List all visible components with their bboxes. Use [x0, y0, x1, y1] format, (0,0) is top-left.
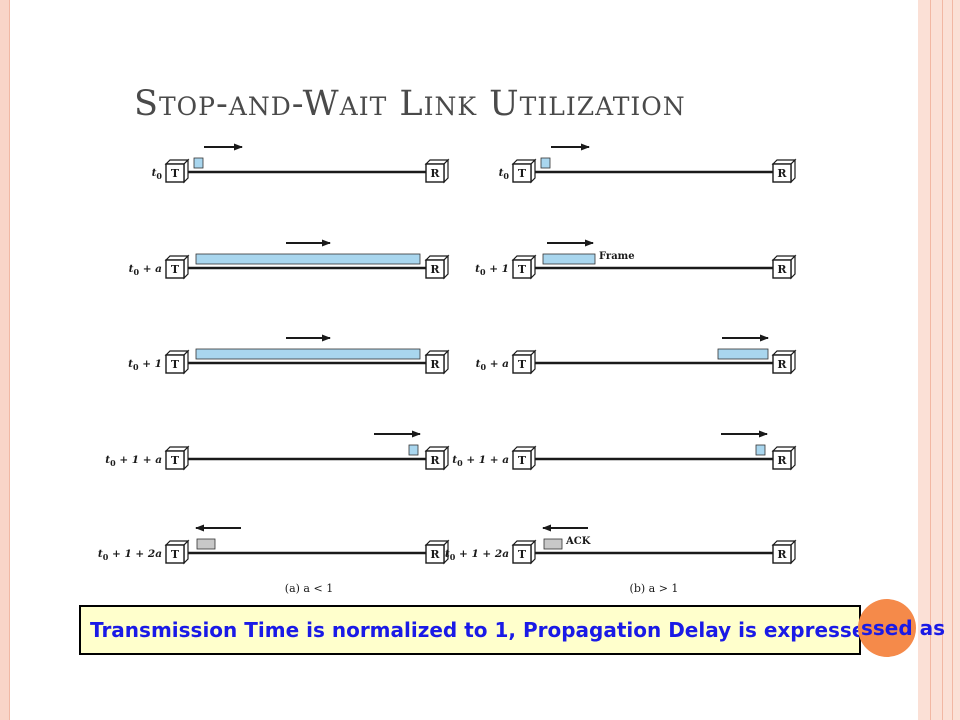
timeline-row: t0 + 1 + a T R	[105, 430, 450, 471]
transmitter-node-label: T	[518, 263, 527, 276]
receiver-node: R	[424, 349, 450, 375]
receiver-node: R	[771, 158, 797, 184]
frame-packet	[193, 157, 204, 169]
frame-packet	[195, 253, 421, 265]
transmitter-node-label: T	[171, 167, 180, 180]
frame-packet	[195, 348, 421, 360]
transmitter-node: T	[164, 539, 190, 565]
transmitter-node-label: T	[171, 548, 180, 561]
ack-label: ACK	[565, 536, 591, 547]
receiver-node-label: R	[430, 548, 440, 561]
panel-a-caption: (a) a < 1	[285, 582, 333, 595]
transmitter-node: T	[164, 158, 190, 184]
receiver-node-label: R	[430, 167, 440, 180]
transmitter-node: T	[164, 349, 190, 375]
transmitter-node: T	[511, 539, 537, 565]
receiver-node: R	[771, 445, 797, 471]
timeline-row: t0 + a T R	[476, 334, 797, 375]
transmitter-node-label: T	[518, 548, 527, 561]
frame-packet	[755, 444, 766, 456]
ack-packet	[543, 538, 563, 550]
frame-packet	[542, 253, 596, 265]
timeline-row: t0 T R	[499, 143, 797, 184]
receiver-node-label: R	[430, 454, 440, 467]
ack-packet	[196, 538, 216, 550]
receiver-node-label: R	[777, 548, 787, 561]
frame-label: Frame	[599, 251, 635, 262]
note-box: Transmission Time is normalized to 1, Pr…	[79, 605, 861, 655]
receiver-node: R	[424, 158, 450, 184]
transmitter-node-label: T	[171, 454, 180, 467]
frame-packet	[717, 348, 769, 360]
transmitter-node: T	[511, 254, 537, 280]
timeline-row: t0 + a T R	[129, 239, 450, 280]
receiver-node: R	[424, 445, 450, 471]
time-label: t0 + 1 + a	[452, 454, 509, 468]
transmitter-node: T	[511, 158, 537, 184]
panel-b: t0 T Rt0 + 1 T R Frame t0 + a T Rt0 + 1 + a T Rt0 …	[445, 143, 797, 565]
time-label: t0	[152, 167, 163, 181]
time-label: t0 + 1	[475, 263, 509, 277]
panel-a: t0 T Rt0 + a T Rt0 + 1 T Rt0 + 1 + a T Rt0 + 1 +…	[98, 143, 450, 565]
timeline-row: t0 + 1 + 2a T R	[98, 524, 450, 565]
time-label: t0	[499, 167, 510, 181]
time-label: t0 + 1 + 2a	[98, 548, 162, 562]
transmitter-node-label: T	[518, 454, 527, 467]
panel-b-caption: (b) a > 1	[630, 582, 679, 595]
time-label: t0 + a	[129, 263, 163, 277]
timeline-row: t0 + 1 + 2a T R ACK	[445, 524, 797, 565]
transmitter-node-label: T	[518, 167, 527, 180]
receiver-node-label: R	[430, 263, 440, 276]
receiver-node: R	[771, 539, 797, 565]
receiver-node-label: R	[430, 358, 440, 371]
slide-frame-right	[918, 0, 960, 720]
receiver-node-label: R	[777, 454, 787, 467]
transmitter-node: T	[511, 349, 537, 375]
frame-packet	[540, 157, 551, 169]
receiver-node: R	[424, 254, 450, 280]
receiver-node-label: R	[777, 358, 787, 371]
frame-packet	[408, 444, 419, 456]
receiver-node-label: R	[777, 167, 787, 180]
transmitter-node-label: T	[518, 358, 527, 371]
decorative-circle	[858, 599, 916, 657]
transmitter-node: T	[164, 254, 190, 280]
note-text: Transmission Time is normalized to 1, Pr…	[90, 618, 861, 642]
receiver-node: R	[771, 349, 797, 375]
time-label: t0 + a	[476, 358, 510, 372]
transmitter-node: T	[164, 445, 190, 471]
timeline-row: t0 + 1 T R	[128, 334, 450, 375]
note-text-overflow: ssed as	[861, 616, 946, 640]
slide-title: Stop-and-Wait Link Utilization	[134, 84, 686, 124]
transmitter-node: T	[511, 445, 537, 471]
timeline-row: t0 + 1 T R Frame	[475, 239, 797, 280]
timeline-row: t0 + 1 + a T R	[452, 430, 797, 471]
transmitter-node-label: T	[171, 358, 180, 371]
timeline-row: t0 T R	[152, 143, 450, 184]
slide-frame-left	[0, 0, 10, 720]
transmitter-node-label: T	[171, 263, 180, 276]
time-label: t0 + 1 + 2a	[445, 548, 509, 562]
receiver-node: R	[771, 254, 797, 280]
receiver-node: R	[424, 539, 450, 565]
time-label: t0 + 1 + a	[105, 454, 162, 468]
time-label: t0 + 1	[128, 358, 162, 372]
receiver-node-label: R	[777, 263, 787, 276]
